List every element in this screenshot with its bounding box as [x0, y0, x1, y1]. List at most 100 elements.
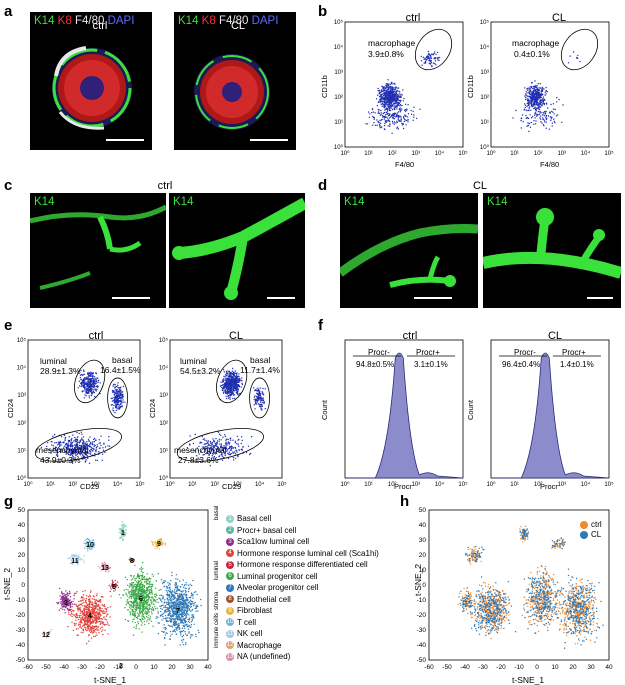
e-event [120, 402, 123, 404]
b-event [381, 126, 383, 128]
g-cell [79, 609, 82, 611]
b-event [395, 102, 397, 104]
gate-name-b-cl: macrophage [512, 38, 560, 48]
e-event [232, 377, 235, 379]
g-cell [61, 603, 64, 605]
g-cell [145, 580, 148, 583]
e-event [194, 450, 196, 452]
e-event [113, 394, 116, 396]
e-event [67, 439, 70, 442]
duct-image [483, 208, 621, 279]
g-cell [147, 589, 149, 591]
luminal-gate [74, 359, 106, 404]
g-cell [80, 631, 82, 633]
b-event [387, 120, 389, 122]
g-cell [68, 602, 70, 604]
g-cell [85, 615, 88, 617]
e-event [72, 461, 74, 463]
e-event [194, 433, 196, 436]
b-event [381, 90, 384, 93]
g-cell [56, 601, 58, 604]
b-axes-xtick: 10¹ [510, 151, 519, 157]
g-cell [155, 587, 157, 589]
b-event [435, 64, 437, 66]
g-cell [140, 579, 142, 581]
b-event [541, 105, 543, 107]
g-cell [115, 583, 117, 585]
b-event [536, 104, 538, 106]
g-cell [73, 598, 75, 600]
g-cell [94, 615, 96, 617]
g-cell [120, 529, 122, 532]
e-event [118, 404, 120, 406]
g-cell [99, 609, 102, 612]
e-event [60, 458, 62, 460]
b-event [388, 117, 391, 119]
b-event [428, 62, 430, 64]
e-event [255, 389, 257, 391]
e-event [116, 400, 118, 403]
e-event [98, 439, 101, 441]
g-cell [63, 603, 65, 605]
e-event [75, 454, 77, 456]
b-event [379, 124, 381, 127]
b-event [395, 90, 397, 93]
g-cell [148, 590, 150, 592]
e-event [253, 398, 255, 401]
e-event [120, 404, 122, 406]
e-event [208, 447, 211, 450]
b-event [396, 126, 399, 128]
b-event [372, 115, 374, 118]
e-event [230, 372, 233, 374]
b-event [410, 113, 413, 116]
title-e-ctrl: ctrl [88, 330, 104, 342]
b-event [433, 57, 435, 60]
duct-image [340, 224, 478, 288]
g-cell [129, 611, 131, 613]
e-event [80, 378, 83, 381]
g-cell [136, 602, 138, 604]
g-cell [122, 594, 124, 596]
g-cell [156, 598, 158, 601]
g-cell [97, 603, 100, 606]
b-event [395, 96, 398, 99]
g-cell [137, 607, 140, 610]
e-event [213, 441, 216, 443]
e-event [84, 442, 87, 444]
g-cell [61, 591, 63, 593]
b-event [379, 119, 381, 122]
e-event [231, 452, 233, 455]
g-cell [90, 590, 92, 592]
e-event [92, 390, 95, 393]
e-event [81, 391, 83, 393]
b-event [394, 106, 397, 109]
g-cell [103, 616, 105, 618]
g-cell [135, 628, 137, 630]
g-cell [100, 617, 103, 620]
g-cell [132, 586, 134, 588]
g-cell [137, 592, 139, 594]
e-event [210, 446, 212, 449]
g-cell [97, 629, 100, 631]
g-cell [95, 632, 97, 634]
b-event [394, 94, 397, 97]
e-event [230, 376, 232, 379]
b-event [545, 115, 547, 117]
e-event [71, 447, 74, 450]
e-event [84, 452, 86, 455]
e-event [85, 388, 88, 391]
g-cell [112, 584, 114, 586]
g-cell [149, 617, 151, 620]
g-cell [178, 628, 180, 630]
g-cell [104, 612, 106, 614]
e-event [68, 436, 70, 438]
g-cell [156, 607, 158, 609]
e-event [233, 375, 235, 377]
e-event [229, 395, 232, 397]
e-event [115, 392, 117, 395]
e-event [230, 383, 233, 385]
g-xtick: -40 [59, 664, 69, 671]
e-event [202, 438, 204, 441]
e-event [230, 387, 232, 389]
e-event [240, 436, 243, 438]
